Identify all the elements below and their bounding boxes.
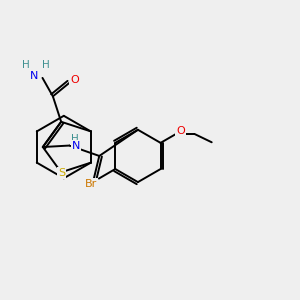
Text: H: H (71, 134, 79, 144)
Text: H: H (22, 59, 30, 70)
Text: O: O (176, 126, 185, 136)
Text: H: H (42, 60, 50, 70)
Text: O: O (70, 75, 79, 85)
Text: O: O (84, 180, 93, 190)
Text: N: N (72, 141, 80, 151)
Text: Br: Br (85, 179, 97, 189)
Text: S: S (58, 168, 65, 178)
Text: N: N (30, 70, 38, 80)
